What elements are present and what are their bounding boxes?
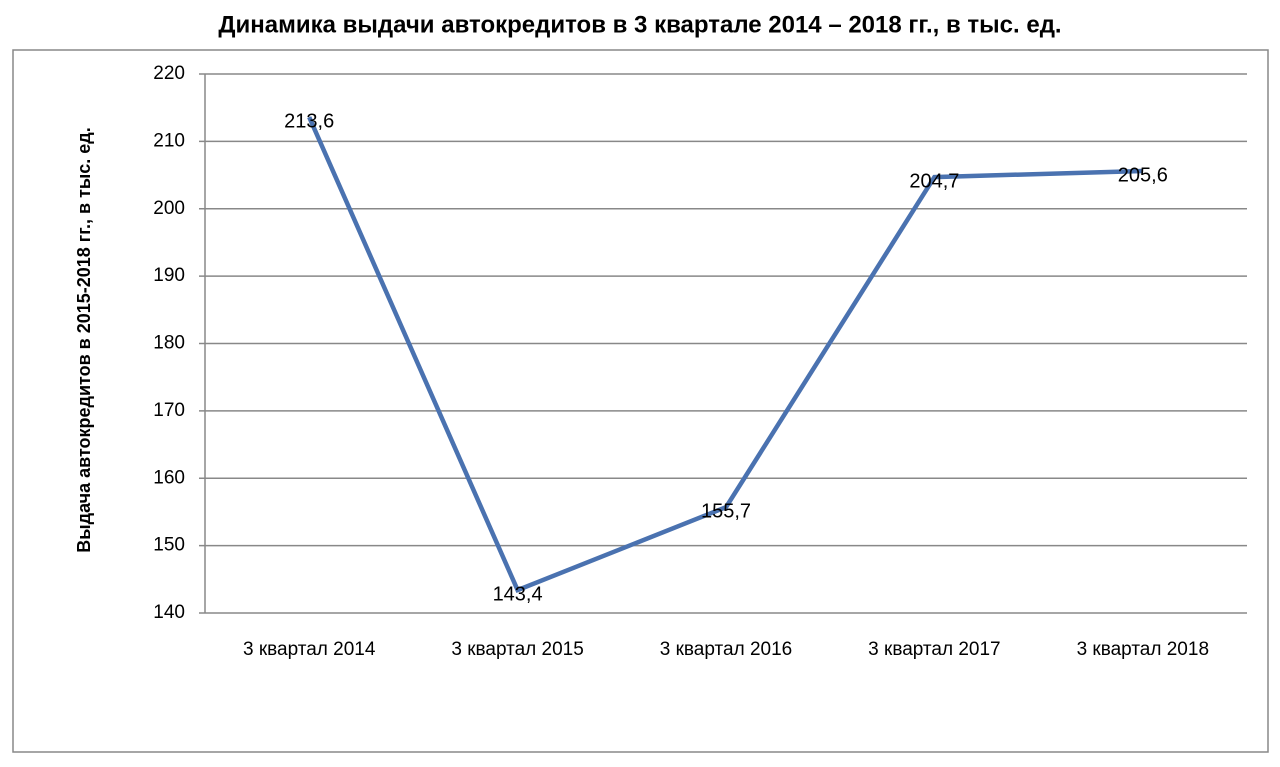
y-tick-label: 220 — [153, 63, 185, 84]
y-tick-label: 140 — [153, 602, 185, 623]
data-label: 143,4 — [493, 583, 543, 605]
chart-title: Динамика выдачи автокредитов в 3 квартал… — [218, 11, 1061, 38]
x-tick-label: 3 квартал 2014 — [243, 639, 376, 660]
y-tick-label: 200 — [153, 198, 185, 219]
x-tick-label: 3 квартал 2017 — [868, 639, 1000, 660]
y-tick-label: 210 — [153, 130, 185, 151]
data-label: 155,7 — [701, 501, 751, 523]
y-tick-label: 170 — [153, 400, 185, 421]
data-label: 204,7 — [909, 170, 959, 192]
y-tick-label: 190 — [153, 265, 185, 286]
y-tick-label: 180 — [153, 333, 185, 354]
data-label: 213,6 — [284, 110, 334, 132]
x-tick-label: 3 квартал 2015 — [451, 639, 583, 660]
y-tick-label: 160 — [153, 467, 185, 488]
data-label: 205,6 — [1118, 164, 1168, 186]
x-tick-label: 3 квартал 2016 — [660, 639, 792, 660]
x-tick-label: 3 квартал 2018 — [1077, 639, 1209, 660]
y-axis-label: Выдача автокредитов в 2015-2018 гг., в т… — [74, 127, 94, 553]
data-line — [307, 116, 1143, 593]
y-tick-label: 150 — [153, 535, 185, 556]
chart-frame — [12, 49, 1269, 753]
